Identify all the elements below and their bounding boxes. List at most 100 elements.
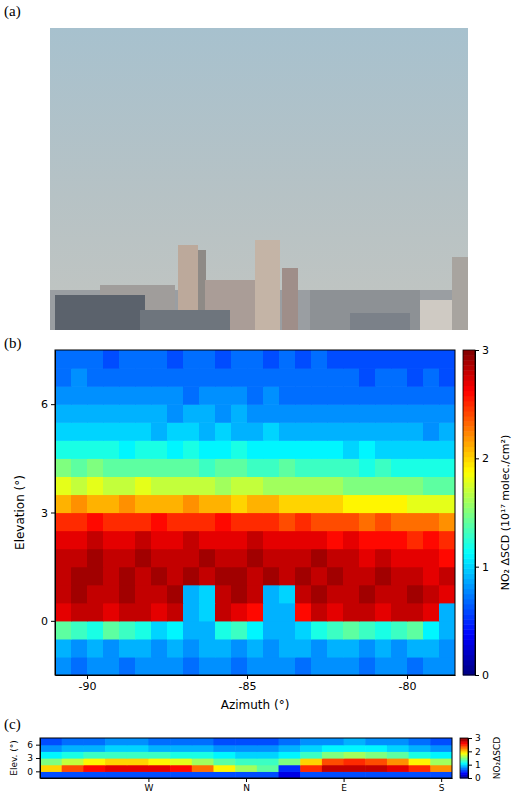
heatmap-cell	[327, 585, 344, 604]
heatmap-cell	[167, 440, 184, 459]
tick: -80	[399, 675, 417, 693]
heatmap-cell	[62, 751, 84, 758]
tick-label: N	[243, 783, 250, 793]
heatmap-cell	[119, 603, 136, 622]
axis-line	[55, 351, 56, 676]
heatmap-cell	[119, 585, 136, 604]
colorbar-swatch	[460, 741, 468, 742]
heatmap-cell	[322, 758, 344, 765]
heatmap-cell	[439, 494, 455, 513]
heatmap-cell	[119, 476, 136, 495]
heatmap-cell	[151, 422, 168, 441]
building	[255, 240, 280, 330]
heatmap-cell	[423, 639, 440, 658]
colorbar-swatch	[463, 401, 475, 407]
heatmap-cell	[103, 513, 120, 532]
heatmap-cell	[213, 771, 235, 778]
plot-frame	[55, 350, 455, 675]
heatmap-cell	[327, 422, 344, 441]
heatmap-cell	[71, 603, 88, 622]
tick: 0	[468, 773, 481, 783]
heatmap-cell	[215, 531, 232, 550]
tick: 6	[41, 398, 55, 411]
heatmap-cell	[423, 404, 440, 423]
colorbar-swatch	[460, 767, 468, 768]
heatmap-cell	[263, 440, 280, 459]
colorbar-swatch	[463, 375, 475, 381]
heatmap-cell	[423, 567, 440, 586]
heatmap-cell	[55, 531, 72, 550]
building	[140, 310, 230, 330]
heatmap-cell	[231, 603, 248, 622]
heatmap-cell	[327, 657, 344, 675]
heatmap-cell	[247, 404, 264, 423]
heatmap-cell	[215, 494, 232, 513]
heatmap-cell	[439, 386, 455, 405]
colorbar-swatch	[460, 756, 468, 757]
heatmap-cell	[279, 603, 296, 622]
colorbar-swatch	[463, 370, 475, 376]
heatmap-cell	[407, 476, 424, 495]
heatmap-cell	[247, 549, 264, 568]
heatmap-cell	[151, 476, 168, 495]
heatmap-cell	[87, 603, 104, 622]
colorbar-swatch	[460, 762, 468, 763]
heatmap-cell	[199, 549, 216, 568]
heatmap-cell	[327, 567, 344, 586]
tick-label: 2	[482, 452, 489, 465]
colorbar-swatch	[463, 452, 475, 458]
heatmap-cell	[391, 549, 408, 568]
heatmap-cell	[40, 751, 62, 758]
colorbar-swatch	[463, 350, 475, 356]
heatmap-cell	[295, 549, 312, 568]
tick-label: 3	[475, 733, 481, 743]
tick-mark	[475, 458, 479, 459]
heatmap-cell	[375, 368, 392, 387]
heatmap-cell	[55, 404, 72, 423]
colorbar-swatch	[463, 441, 475, 447]
axis: 036	[27, 739, 40, 779]
heatmap-cell	[430, 738, 452, 745]
heatmap-cell	[183, 404, 200, 423]
heatmap-cell	[423, 621, 440, 640]
heatmap-cell	[199, 476, 216, 495]
heatmap-cell	[167, 494, 184, 513]
heatmap-cell	[247, 368, 264, 387]
heatmap-cell	[231, 657, 248, 675]
plot-frame	[40, 738, 452, 778]
heatmap-cell	[391, 567, 408, 586]
heatmap-cell	[300, 771, 322, 778]
heatmap-cell	[119, 621, 136, 640]
heatmap-cell	[167, 458, 184, 477]
heatmap-cell	[103, 657, 120, 675]
heatmap-cell	[170, 758, 192, 765]
heatmap-cell	[199, 657, 216, 675]
heatmap-cell	[151, 350, 168, 369]
heatmap-cell	[103, 368, 120, 387]
heatmap-cell	[359, 567, 376, 586]
colorbar-swatch	[463, 573, 475, 579]
heatmap-cell	[439, 422, 455, 441]
heatmap-cell	[322, 751, 344, 758]
tick-mark	[51, 621, 55, 622]
heatmap-cell	[135, 603, 152, 622]
heatmap-cell	[439, 476, 455, 495]
heatmap-cell	[183, 440, 200, 459]
heatmap-cell	[151, 494, 168, 513]
heatmap-cell	[148, 771, 170, 778]
heatmap-cell	[71, 567, 88, 586]
heatmap-cell	[199, 531, 216, 550]
heatmap-cell	[199, 386, 216, 405]
heatmap-cell	[135, 549, 152, 568]
colorbar-swatch	[463, 563, 475, 569]
heatmap-cell	[127, 758, 149, 765]
heatmap-cell	[359, 513, 376, 532]
heatmap-cell	[322, 745, 344, 752]
heatmap-cell	[235, 758, 257, 765]
colorbar-swatch	[460, 757, 468, 758]
heatmap-cell	[375, 404, 392, 423]
heatmap-cell	[167, 386, 184, 405]
heatmap-cell	[167, 549, 184, 568]
heatmap-cell	[343, 350, 360, 369]
heatmap-cell	[327, 621, 344, 640]
